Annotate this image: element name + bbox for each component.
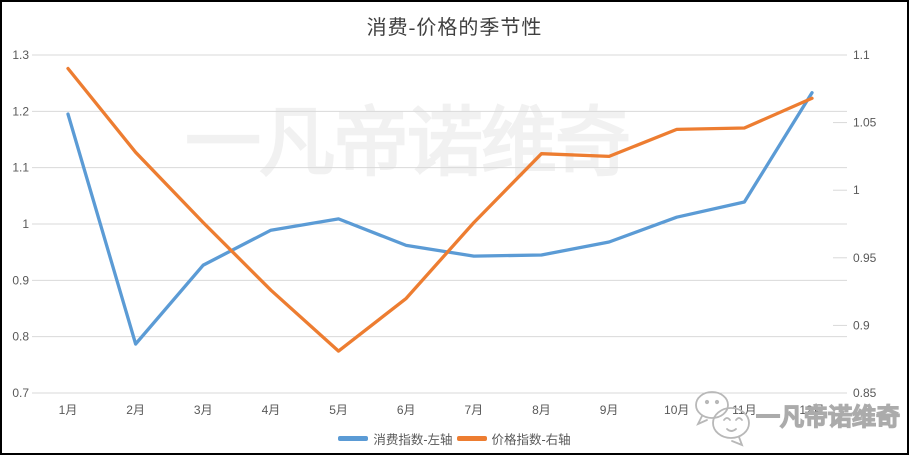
axis-labels: 1.3 1.2 1.1 1 0.9 0.8 0.7 1.1 1.05 1 0.95 0.9 0.85 1月…	[12, 48, 876, 417]
legend-item-price: 价格指数-右轴	[456, 429, 571, 448]
corner-watermark-text: 一凡帝诺维奇	[755, 404, 900, 431]
right-axis-tick-label: 1.1	[853, 48, 870, 62]
right-axis-tick-label: 0.85	[853, 386, 877, 400]
left-axis-tick-label: 0.8	[12, 330, 29, 344]
series-lines	[66, 66, 814, 353]
left-axis-tick-label: 0.9	[12, 273, 29, 287]
x-axis-tick-label: 3月	[194, 403, 213, 417]
x-axis-tick-label: 11月	[732, 403, 756, 417]
x-axis-tick-label: 6月	[397, 403, 416, 417]
legend-swatch-consumption	[338, 436, 369, 441]
right-axis-tickmarks	[833, 54, 847, 394]
watermark-face-icon	[695, 391, 750, 447]
right-axis-tick-label: 0.9	[853, 318, 870, 332]
left-axis-tick-label: 1.1	[12, 161, 29, 175]
right-axis-tick-label: 1.05	[853, 116, 877, 130]
left-axis-tick-label: 0.7	[12, 386, 29, 400]
series-line-price	[66, 66, 814, 353]
x-axis-tick-label: 4月	[262, 403, 281, 417]
gridlines	[32, 54, 847, 394]
legend-label-price: 价格指数-右轴	[491, 433, 571, 447]
x-axis-tick-label: 2月	[126, 403, 145, 417]
series-line-consumption	[66, 91, 814, 346]
corner-watermark: 一凡帝诺维奇	[690, 388, 901, 448]
left-axis-tick-label: 1	[22, 217, 29, 231]
x-axis-tick-label: 5月	[329, 403, 348, 417]
x-axis-tick-label: 8月	[532, 403, 551, 417]
legend-label-consumption: 消费指数-左轴	[373, 433, 453, 447]
x-axis-tick-label: 12月	[799, 403, 824, 417]
legend: 消费指数-左轴 价格指数-右轴	[2, 429, 907, 448]
left-axis-tick-label: 1.3	[12, 48, 29, 62]
x-axis-tick-label: 9月	[600, 403, 619, 417]
left-axis-tick-label: 1.2	[12, 104, 29, 118]
chart-title: 消费-价格的季节性	[366, 17, 543, 39]
x-axis-tick-label: 7月	[464, 403, 483, 417]
legend-swatch-price	[456, 436, 487, 441]
x-axis-tick-label: 1月	[59, 403, 78, 417]
x-axis-tick-label: 10月	[664, 403, 689, 417]
legend-item-consumption: 消费指数-左轴	[338, 429, 453, 448]
center-watermark: 一凡帝诺维奇	[185, 101, 631, 186]
right-axis-tick-label: 0.95	[853, 251, 877, 265]
right-axis-tick-label: 1	[853, 183, 860, 197]
